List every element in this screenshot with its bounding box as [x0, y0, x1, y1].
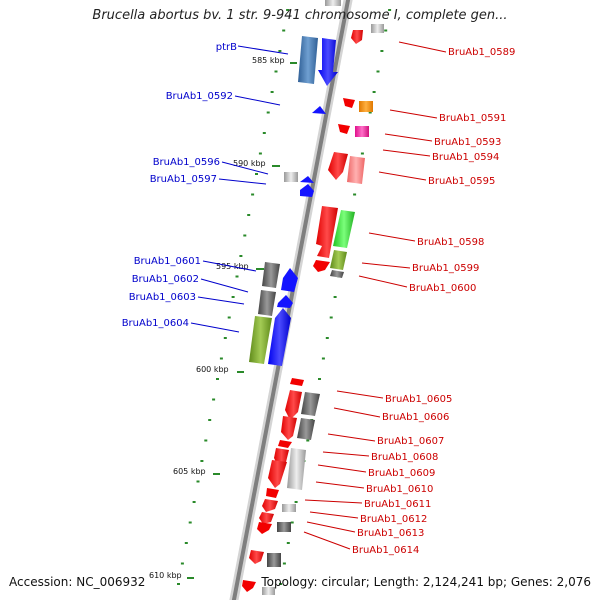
gene-label-BruAb1_0592[interactable]: BruAb1_0592 [166, 91, 233, 102]
feature-green-0598[interactable] [333, 210, 355, 248]
map-title: Brucella abortus bv. 1 str. 9-941 chromo… [92, 8, 508, 23]
gene-label-BruAb1_0609[interactable]: BruAb1_0609 [368, 468, 435, 479]
feature-arrow-0592[interactable] [312, 106, 326, 114]
feature-box-0600[interactable] [330, 270, 344, 278]
gene-label-BruAb1_0613[interactable]: BruAb1_0613 [357, 528, 424, 539]
feature-light-0609[interactable] [287, 448, 306, 490]
feature-box-0596[interactable] [284, 172, 298, 182]
feature-box-0606[interactable] [301, 392, 320, 416]
gene-label-BruAb1_0596[interactable]: BruAb1_0596 [153, 157, 220, 168]
gene-label-BruAb1_0602[interactable]: BruAb1_0602 [132, 274, 199, 285]
feature-arrow-0589[interactable] [351, 30, 363, 44]
feature-arrow-0597b[interactable] [300, 184, 314, 197]
gene-label-BruAb1_0601[interactable]: BruAb1_0601 [134, 256, 201, 267]
tick-label-590: 590 kbp [233, 159, 266, 168]
gene-label-BruAb1_0599[interactable]: BruAb1_0599 [412, 263, 479, 274]
tick-label-600: 600 kbp [196, 365, 229, 374]
tick-label-585: 585 kbp [252, 56, 285, 65]
feature-arrow-0597a[interactable] [300, 176, 314, 183]
feature-arrow-0599[interactable] [313, 260, 330, 272]
feature-box-0601[interactable] [262, 262, 280, 288]
feature-arrow-0613[interactable] [257, 522, 272, 534]
feature-arrow-0612[interactable] [259, 512, 274, 524]
gene-label-BruAb1_0595[interactable]: BruAb1_0595 [428, 176, 495, 187]
gene-label-BruAb1_0600[interactable]: BruAb1_0600 [409, 283, 476, 294]
feature-arrow-0607a[interactable] [281, 416, 297, 440]
gene-label-BruAb1_0610[interactable]: BruAb1_0610 [366, 484, 433, 495]
tick-label-610: 610 kbp [149, 571, 182, 580]
feature-box[interactable] [325, 0, 341, 6]
feature-arrow-0614a[interactable] [249, 550, 264, 564]
reverse-gene-labels: BruAb1_0589 BruAb1_0591 BruAb1_0593 BruA… [303, 41, 515, 556]
feature-box-bottom[interactable] [262, 587, 275, 595]
topology-summary: Topology: circular; Length: 2,124,241 bp… [261, 575, 591, 589]
feature-magenta-0593[interactable] [355, 126, 369, 137]
feature-arrow-0598[interactable] [316, 206, 338, 258]
feature-arrow-ptrB[interactable] [318, 38, 338, 86]
feature-box-0607[interactable] [297, 418, 315, 440]
feature-arrow-0611[interactable] [262, 499, 278, 512]
gene-label-BruAb1_0603[interactable]: BruAb1_0603 [129, 292, 196, 303]
feature-arrow-0609[interactable] [268, 460, 287, 488]
chromosome-backbone [229, 0, 353, 600]
feature-steel[interactable] [298, 36, 318, 84]
gene-label-BruAb1_0598[interactable]: BruAb1_0598 [417, 237, 484, 248]
gene-label-BruAb1_0606[interactable]: BruAb1_0606 [382, 412, 449, 423]
feature-arrow-0593[interactable] [338, 124, 350, 134]
forward-gene-labels: ptrB BruAb1_0592 BruAb1_0596 BruAb1_0597… [122, 42, 289, 333]
feature-arrow-0607b[interactable] [278, 440, 292, 448]
gene-label-BruAb1_0589[interactable]: BruAb1_0589 [448, 47, 515, 58]
feature-box-0589[interactable] [371, 24, 384, 33]
feature-arrow-0605[interactable] [290, 378, 304, 386]
feature-orange-0591[interactable] [359, 101, 373, 112]
gene-label-BruAb1_0594[interactable]: BruAb1_0594 [432, 152, 499, 163]
gene-label-BruAb1_0597[interactable]: BruAb1_0597 [150, 174, 217, 185]
gene-label-BruAb1_0614[interactable]: BruAb1_0614 [352, 545, 419, 556]
feature-box-0613[interactable] [277, 522, 291, 532]
feature-box-0611[interactable] [282, 504, 296, 512]
feature-arrow-0610[interactable] [266, 488, 279, 498]
feature-box-0603[interactable] [258, 290, 276, 316]
feature-arrow-0602[interactable] [277, 295, 293, 308]
gene-label-ptrB[interactable]: ptrB [216, 42, 237, 53]
feature-pink-0595[interactable] [347, 156, 365, 184]
gene-label-BruAb1_0612[interactable]: BruAb1_0612 [360, 514, 427, 525]
feature-arrow-0601[interactable] [281, 268, 298, 292]
gene-label-BruAb1_0607[interactable]: BruAb1_0607 [377, 436, 444, 447]
gene-label-BruAb1_0604[interactable]: BruAb1_0604 [122, 318, 189, 329]
feature-arrow-0594[interactable] [328, 152, 348, 180]
tick-label-605: 605 kbp [173, 467, 206, 476]
feature-arrow-0614b[interactable] [242, 580, 256, 592]
gene-label-BruAb1_0611[interactable]: BruAb1_0611 [364, 499, 431, 510]
feature-olive-0599[interactable] [330, 250, 347, 270]
reverse-strand-features [242, 24, 384, 595]
feature-arrow-0606[interactable] [285, 390, 302, 420]
gene-label-BruAb1_0593[interactable]: BruAb1_0593 [434, 137, 501, 148]
feature-arrow-0591[interactable] [343, 98, 355, 108]
feature-box-0614[interactable] [267, 553, 281, 567]
gene-label-BruAb1_0605[interactable]: BruAb1_0605 [385, 394, 452, 405]
gene-label-BruAb1_0608[interactable]: BruAb1_0608 [371, 452, 438, 463]
gene-label-BruAb1_0591[interactable]: BruAb1_0591 [439, 113, 506, 124]
feature-olive-0604[interactable] [249, 316, 272, 364]
feature-arrow-0604[interactable] [268, 308, 291, 366]
forward-strand-features [249, 0, 341, 366]
accession-text: Accession: NC_006932 [9, 575, 146, 589]
